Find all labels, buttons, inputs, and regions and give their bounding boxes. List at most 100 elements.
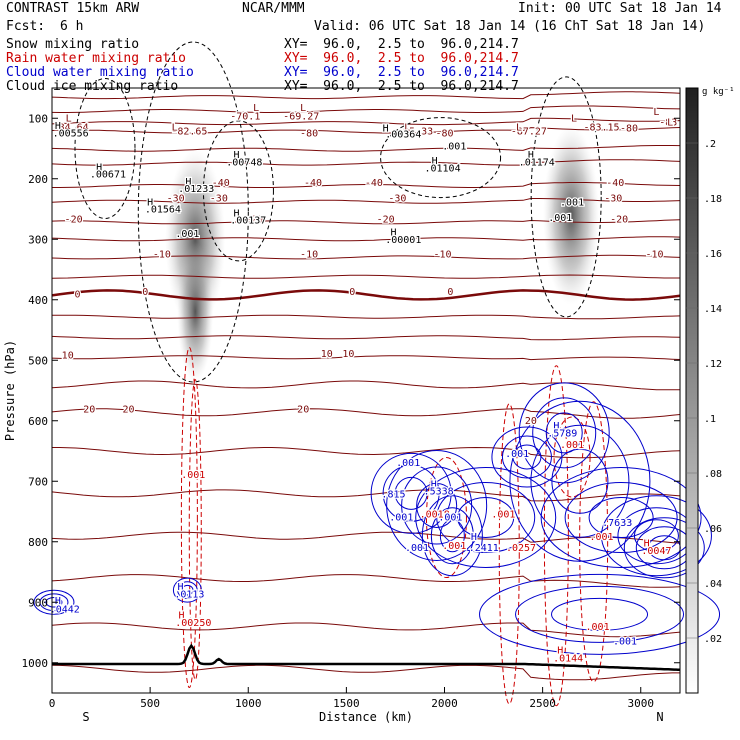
cloud-water-contour xyxy=(45,596,63,608)
cloud-water-contour xyxy=(501,435,552,479)
temperature-label: -83 xyxy=(659,118,677,129)
cloud-water-label: .815 xyxy=(381,490,405,501)
rain-label: H xyxy=(557,646,563,657)
cloud-water-contour xyxy=(540,467,702,569)
temperature-contour xyxy=(51,254,681,260)
y-tick-label: 900 xyxy=(28,596,48,609)
ice-snow-label: .00137 xyxy=(230,216,266,227)
temperature-label: -85.33 xyxy=(397,127,433,138)
temperature-label: -80 xyxy=(300,128,318,139)
ice-snow-label: .00364 xyxy=(385,130,421,141)
cloud-water-contour xyxy=(564,482,678,554)
temperature-label: -80 xyxy=(435,128,453,139)
rain-label: .001 xyxy=(589,532,613,543)
colorbar-unit: g kg⁻¹ xyxy=(702,87,735,97)
field-snow-name: Snow mixing ratio xyxy=(6,37,140,52)
rain-contour xyxy=(188,379,202,681)
temperature-label: -10 xyxy=(434,249,452,260)
rain-label: .00250 xyxy=(175,618,211,629)
temperature-contour xyxy=(51,380,681,391)
temperature-contour xyxy=(51,198,681,204)
cloud-water-contour xyxy=(172,577,202,603)
rain-label: .0018 xyxy=(420,510,450,521)
rain-contour xyxy=(180,347,198,689)
field-rain-name: Rain water mixing ratio xyxy=(6,51,187,66)
low-marker: L xyxy=(571,113,577,124)
cloud-water-contour xyxy=(415,467,557,569)
colorbar-tick-label: .08 xyxy=(704,469,722,480)
cloud-water-contour xyxy=(530,424,630,538)
x-tick-label: 2000 xyxy=(431,697,458,710)
temperature-contour xyxy=(51,219,681,225)
ice-snow-label: .01564 xyxy=(145,205,181,216)
rain-label: .0257 xyxy=(506,543,536,554)
cloud-water-contour xyxy=(416,482,458,528)
snow-plume xyxy=(177,241,214,382)
contour-labels: -70.1 -69.27 -84.64 -82.65 -85.33 -87.27 -83.1… xyxy=(48,102,678,666)
low-marker: L xyxy=(253,103,259,114)
temperature-label: -83.15 xyxy=(583,122,619,133)
y-tick-label: 500 xyxy=(28,354,48,367)
y-tick-label: 300 xyxy=(28,233,48,246)
valid-time: Valid: 06 UTC Sat 18 Jan 14 (16 ChT Sat … xyxy=(314,19,706,34)
ice-snow-label: .00671 xyxy=(90,170,126,181)
temperature-label: 10 xyxy=(62,350,74,361)
y-tick-label: 200 xyxy=(28,173,48,186)
x-axis-label: Distance (km) xyxy=(319,710,413,724)
ice-contour xyxy=(530,76,602,318)
ice-snow-label: H xyxy=(233,150,239,161)
cloud-water-contour xyxy=(33,589,75,615)
colorbar-tick-label: .06 xyxy=(704,524,722,535)
rain-label: H xyxy=(179,611,185,622)
x-tick-label: 1000 xyxy=(235,697,262,710)
temperature-contour xyxy=(51,408,681,419)
ice-snow-label: .00001 xyxy=(385,235,421,246)
cloud-water-label: H xyxy=(431,479,437,490)
cloud-water-contour xyxy=(382,464,440,522)
ice-snow-label: .001 xyxy=(548,213,572,224)
colorbar-tick-label: .18 xyxy=(704,194,722,205)
low-marker: L xyxy=(300,103,306,114)
cloud-water-label: H xyxy=(553,421,559,432)
cloud-water-contour xyxy=(439,519,465,553)
cloud-water-contour xyxy=(600,495,712,577)
y-tick-label: 400 xyxy=(28,294,48,307)
temperature-label: 20 xyxy=(83,404,95,415)
rain-contour xyxy=(553,416,591,498)
terrain-profile xyxy=(52,643,681,672)
cloud-water-label: .001 xyxy=(389,513,413,524)
ice-contour xyxy=(380,117,502,199)
ice-snow-label: H xyxy=(383,124,389,135)
colorbar: .02 .04 .06 .08 .1 .12 .14 .16 .18 .2 g kg⁻¹ xyxy=(685,87,735,694)
temperature-label: -20 xyxy=(377,214,395,225)
ice-snow-label: .001 xyxy=(175,229,199,240)
temperature-label: -10 xyxy=(645,249,663,260)
field-ice-name: Cloud ice mixing ratio xyxy=(6,79,179,94)
cloud-water-contour xyxy=(421,495,483,577)
temperature-contour xyxy=(51,105,681,113)
org-title: NCAR/MMM xyxy=(242,1,305,16)
low-marker: L xyxy=(653,107,659,118)
cloud-water-contour xyxy=(551,448,609,514)
colorbar-tick-label: .2 xyxy=(704,139,716,150)
colorbar-tick-label: .02 xyxy=(704,634,722,645)
temperature-label: -82.65 xyxy=(171,127,207,138)
cloud-water-contour xyxy=(39,593,69,612)
low-marker: L xyxy=(516,122,522,133)
temperature-contour xyxy=(52,446,681,459)
temperature-label: -84.64 xyxy=(53,122,89,133)
y-tick-label: 700 xyxy=(28,475,48,488)
rain-label: .001 xyxy=(181,470,205,481)
colorbar-tick-label: .1 xyxy=(704,414,716,425)
cloud-water-contour xyxy=(177,581,198,600)
cloud-water-label: .7633 xyxy=(602,518,632,529)
temperature-contour xyxy=(51,236,681,242)
low-marker: L xyxy=(66,113,72,124)
colorbar-tick-label: .12 xyxy=(704,359,722,370)
field-ice-xy: XY= 96.0, 2.5 to 96.0,214.7 xyxy=(284,79,519,94)
temperature-label: -10 xyxy=(300,249,318,260)
ice-snow-label: .001 xyxy=(560,197,584,208)
cloud-water-label: .0442 xyxy=(50,605,80,616)
field-cloudwater-name: Cloud water mixing ratio xyxy=(6,65,194,80)
